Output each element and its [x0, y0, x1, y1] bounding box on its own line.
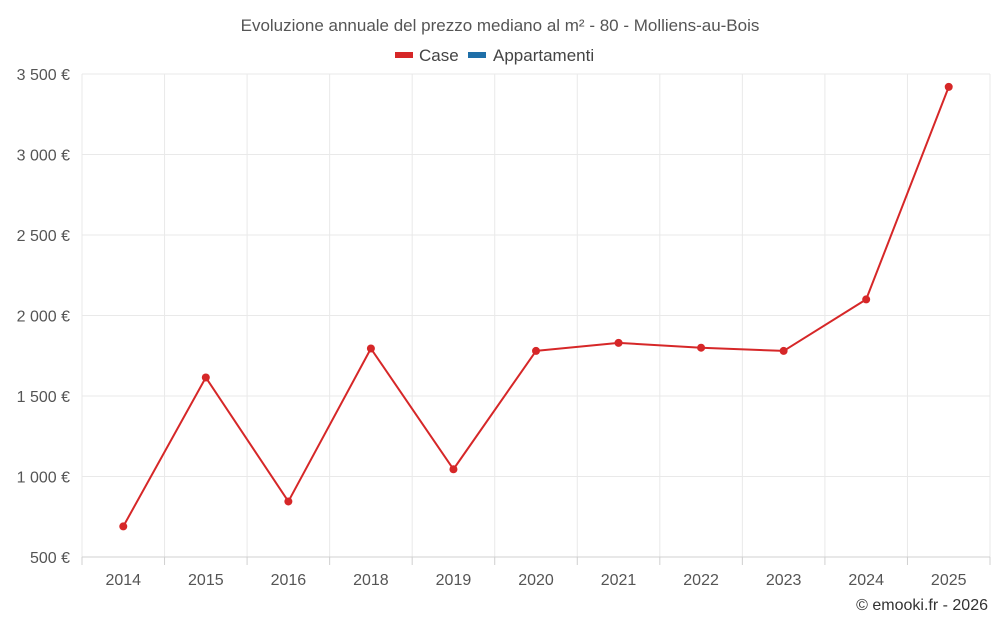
x-tick-label: 2020 — [518, 572, 554, 589]
legend-label-appartamenti: Appartamenti — [493, 46, 594, 65]
x-tick-label: 2014 — [105, 572, 141, 589]
data-point[interactable] — [862, 295, 871, 304]
x-tick-label: 2016 — [271, 572, 307, 589]
legend-swatch-appartamenti — [468, 52, 486, 58]
y-tick-label: 2 500 € — [17, 228, 70, 245]
data-point[interactable] — [449, 465, 458, 474]
data-point[interactable] — [697, 343, 706, 352]
x-axis-ticks: 2014 2015 2016 2018 2019 2020 2021 2022 2023 2024… — [81, 557, 991, 589]
data-point[interactable] — [201, 373, 210, 382]
y-tick-label: 1 000 € — [17, 470, 70, 487]
y-tick-label: 3 000 € — [17, 148, 70, 165]
data-point[interactable] — [366, 344, 375, 353]
x-tick-label: 2015 — [188, 572, 224, 589]
grid — [81, 73, 991, 558]
x-tick-label: 2023 — [766, 572, 802, 589]
y-tick-label: 3 500 € — [17, 67, 70, 84]
data-point[interactable] — [614, 338, 623, 347]
y-axis-ticks: 500 € 1 000 € 1 500 € 2 000 € 2 500 € 3 000 €… — [17, 67, 70, 567]
y-tick-label: 2 000 € — [17, 309, 70, 326]
legend-item-appartamenti[interactable]: Appartamenti — [468, 46, 594, 65]
data-point[interactable] — [532, 346, 540, 355]
x-tick-label: 2025 — [931, 572, 967, 589]
legend-label-case: Case — [419, 46, 459, 65]
data-point[interactable] — [119, 522, 128, 531]
legend-item-case[interactable]: Case — [395, 46, 459, 65]
chart-title: Evoluzione annuale del prezzo mediano al… — [241, 16, 760, 35]
data-point[interactable] — [284, 497, 293, 506]
x-tick-label: 2021 — [601, 572, 637, 589]
legend: Case Appartamenti — [395, 46, 594, 65]
x-tick-label: 2019 — [436, 572, 472, 589]
y-tick-label: 500 € — [30, 550, 70, 567]
x-tick-label: 2022 — [683, 572, 719, 589]
x-tick-label: 2018 — [353, 572, 389, 589]
y-tick-label: 1 500 € — [17, 389, 70, 406]
data-point[interactable] — [944, 82, 953, 91]
legend-swatch-case — [395, 52, 413, 58]
x-tick-label: 2024 — [848, 572, 884, 589]
data-point[interactable] — [779, 346, 788, 355]
series-case — [119, 82, 953, 531]
credit-text: © emooki.fr - 2026 — [856, 597, 988, 614]
